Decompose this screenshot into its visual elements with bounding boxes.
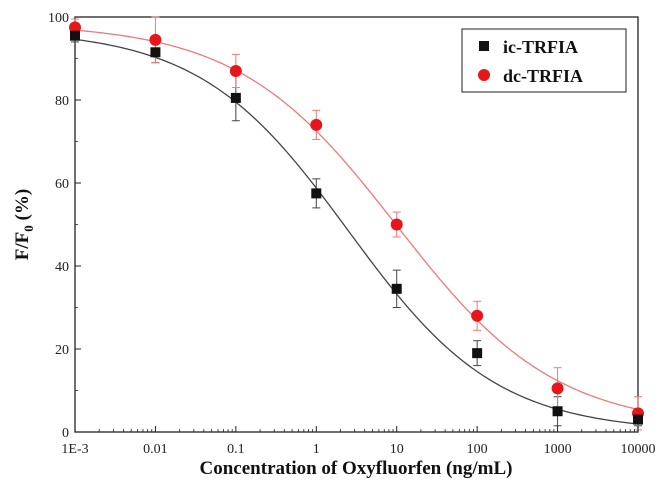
point-dc-TRFIA xyxy=(471,309,484,322)
point-dc-TRFIA xyxy=(390,218,403,231)
point-dc-TRFIA xyxy=(551,382,564,395)
y-axis-ticks: 0 20 40 60 80 100 xyxy=(48,11,81,441)
x-tick-label: 10 xyxy=(390,442,404,457)
legend-label-ic-trfia: ic-TRFIA xyxy=(503,37,578,57)
x-tick-label: 100 xyxy=(467,442,488,457)
y-tick-label: 80 xyxy=(55,94,69,109)
fit-curves xyxy=(74,29,639,425)
fit-curve-1 xyxy=(74,29,639,411)
data-markers xyxy=(69,21,644,425)
fit-curve-0 xyxy=(74,38,639,425)
x-tick-label: 0.01 xyxy=(143,442,168,457)
y-tick-label: 60 xyxy=(55,177,69,192)
x-tick-label: 1 xyxy=(313,442,320,457)
point-ic-TRFIA xyxy=(552,406,563,417)
legend-label-dc-trfia: dc-TRFIA xyxy=(503,66,583,86)
point-dc-TRFIA xyxy=(229,64,242,77)
y-axis-title: F/F0 (%) xyxy=(12,189,36,260)
point-ic-TRFIA xyxy=(70,30,80,41)
y-tick-label: 0 xyxy=(62,426,69,441)
point-ic-TRFIA xyxy=(230,92,241,103)
point-dc-TRFIA xyxy=(149,33,162,46)
point-ic-TRFIA xyxy=(391,283,402,294)
point-dc-TRFIA xyxy=(310,118,323,131)
y-tick-label: 20 xyxy=(55,343,69,358)
y-tick-label: 100 xyxy=(48,11,69,26)
x-axis-title: Concentration of Oxyfluorfen (ng/mL) xyxy=(200,458,513,479)
point-ic-TRFIA xyxy=(311,188,322,199)
x-tick-label: 0.1 xyxy=(227,442,245,457)
point-ic-TRFIA xyxy=(150,47,161,58)
point-ic-TRFIA xyxy=(472,348,483,359)
x-tick-label: 1000 xyxy=(544,442,572,457)
x-tick-label: 10000 xyxy=(621,442,656,457)
legend-box xyxy=(461,28,627,93)
x-tick-label: 1E-3 xyxy=(61,442,88,457)
legend-marker-ic-trfia xyxy=(479,41,489,51)
y-tick-label: 40 xyxy=(55,260,69,275)
point-dc-TRFIA xyxy=(69,21,81,34)
x-axis-ticks: 1E-3 0.01 0.1 1 10 100 1000 10000 xyxy=(61,426,656,457)
legend-marker-dc-trfia xyxy=(478,69,490,81)
point-ic-TRFIA xyxy=(633,414,643,425)
legend: ic-TRFIA dc-TRFIA xyxy=(461,28,627,93)
